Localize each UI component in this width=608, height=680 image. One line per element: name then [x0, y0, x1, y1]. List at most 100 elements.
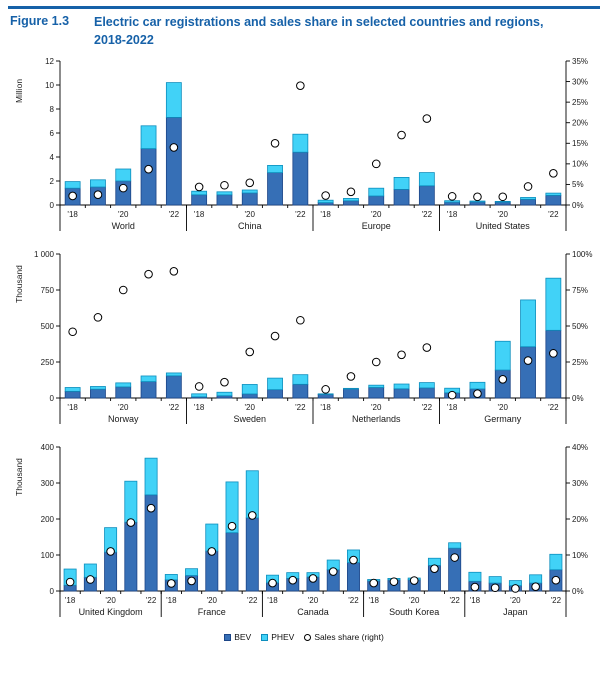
- bev-bar: [368, 195, 385, 206]
- share-marker: [169, 266, 179, 276]
- right-tick-label: 0%: [572, 394, 584, 403]
- year-label: '20: [498, 403, 509, 412]
- year-label: '20: [118, 210, 129, 219]
- year-label: '18: [67, 403, 78, 412]
- phev-bar: [343, 197, 359, 202]
- year-label: '22: [348, 596, 359, 605]
- phev-bar: [520, 299, 536, 348]
- year-label: '20: [409, 596, 420, 605]
- phev-bar: [292, 133, 309, 153]
- year-label: '20: [371, 210, 382, 219]
- share-marker: [490, 583, 500, 593]
- phev-bar: [241, 384, 258, 395]
- year-label: '22: [146, 596, 157, 605]
- phev-bar: [164, 574, 178, 581]
- group-label: Netherlands: [352, 414, 401, 424]
- bev-bar: [494, 201, 511, 206]
- bev-bar: [267, 172, 283, 206]
- phev-bar: [245, 470, 259, 519]
- year-label: '22: [295, 210, 306, 219]
- share-marker: [549, 349, 558, 358]
- share-marker: [511, 584, 520, 593]
- phev-bar: [205, 523, 219, 552]
- right-tick-label: 15%: [572, 139, 588, 148]
- share-marker: [447, 192, 457, 201]
- phev-bar: [494, 200, 511, 203]
- share-marker: [369, 578, 379, 588]
- year-label: '18: [194, 210, 205, 219]
- right-tick-label: 75%: [572, 286, 588, 295]
- chart-panel-world-china-europe-us: Million 0 2 4 6 8 10 12 0% 5% 10% 15% 20% 25% 30% 35% '1…: [8, 53, 600, 244]
- left-tick-label: 8: [50, 105, 55, 114]
- year-label: '20: [498, 210, 509, 219]
- phev-bar: [225, 481, 239, 534]
- share-marker: [227, 521, 237, 531]
- phev-bar: [549, 553, 563, 571]
- bev-bar: [216, 194, 233, 206]
- phev-bar: [115, 382, 132, 388]
- figure-container: Figure 1.3 Electric car registrations an…: [8, 6, 600, 642]
- bev-bar: [241, 393, 258, 399]
- legend-label-sales-share: Sales share (right): [314, 632, 384, 642]
- phev-bar: [64, 181, 81, 189]
- year-label: '20: [207, 596, 218, 605]
- year-label: '18: [166, 596, 177, 605]
- bev-bar: [444, 201, 461, 206]
- share-marker: [194, 382, 204, 391]
- share-marker: [126, 518, 136, 527]
- phev-bar: [165, 372, 182, 377]
- bev-bar: [343, 388, 359, 399]
- bev-bar: [165, 375, 182, 399]
- share-marker: [422, 343, 432, 352]
- chart-svg: Thousand 0 250 500 750 1 000 0% 25% 50% 75% 100% '1…: [14, 250, 592, 424]
- left-tick-label: 100: [41, 551, 55, 560]
- legend-label-phev: PHEV: [271, 632, 295, 642]
- share-marker: [296, 315, 305, 325]
- share-marker: [308, 574, 318, 583]
- share-marker: [68, 327, 77, 337]
- share-marker: [270, 138, 280, 148]
- share-marker: [167, 579, 176, 588]
- share-marker: [473, 389, 482, 398]
- share-marker: [389, 577, 399, 586]
- year-label: '18: [470, 596, 481, 605]
- phev-bar: [144, 457, 158, 496]
- share-marker: [187, 576, 196, 586]
- year-label: '20: [245, 403, 256, 412]
- left-tick-label: 0: [50, 394, 55, 403]
- bev-swatch-icon: [224, 633, 232, 641]
- phev-bar: [494, 340, 511, 371]
- phev-bar: [140, 125, 157, 150]
- year-label: '22: [449, 596, 460, 605]
- bev-bar: [292, 383, 309, 399]
- year-label: '20: [118, 403, 129, 412]
- group-label: Sweden: [233, 414, 266, 424]
- bev-bar: [115, 386, 132, 399]
- year-label: '20: [510, 596, 521, 605]
- phev-bar: [545, 277, 562, 331]
- share-marker: [349, 555, 358, 565]
- phev-bar: [448, 542, 462, 549]
- unit-label: Million: [14, 79, 24, 103]
- share-marker: [498, 192, 508, 202]
- share-marker: [523, 182, 533, 191]
- phev-bar: [317, 393, 334, 395]
- share-marker: [397, 350, 406, 360]
- share-marker: [450, 553, 459, 562]
- phev-bar: [64, 387, 81, 392]
- share-marker: [270, 331, 280, 341]
- share-marker: [118, 285, 128, 295]
- bev-bar: [191, 194, 208, 206]
- bev-bar: [64, 390, 81, 399]
- figure-title: Electric car registrations and sales sha…: [94, 15, 544, 47]
- right-tick-label: 25%: [572, 358, 588, 367]
- phev-bar: [124, 480, 138, 523]
- bev-bar: [245, 517, 259, 592]
- bev-bar: [393, 388, 410, 399]
- phev-bar: [90, 179, 106, 188]
- bev-bar: [393, 188, 410, 206]
- share-marker: [498, 374, 508, 384]
- share-marker: [551, 575, 561, 585]
- phev-bar: [191, 190, 208, 196]
- share-marker: [144, 164, 153, 174]
